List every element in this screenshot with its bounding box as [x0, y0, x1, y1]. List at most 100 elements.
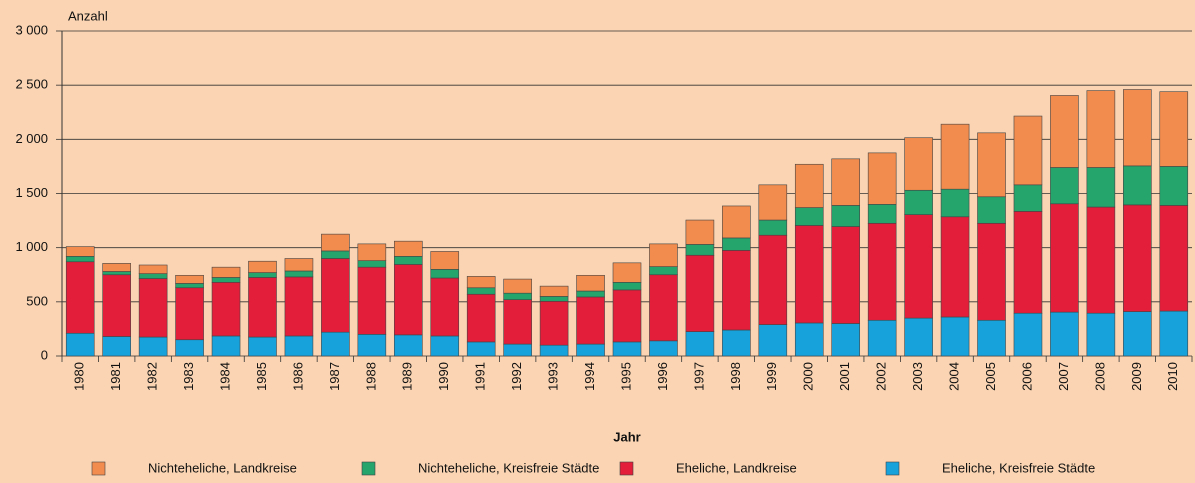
- x-tick-label: 1990: [436, 362, 451, 391]
- bar-segment: [175, 274, 204, 284]
- bar-segment: [867, 222, 897, 321]
- bar-segment: [284, 258, 314, 272]
- bar-segment: [430, 335, 460, 357]
- bar-segment: [794, 163, 824, 208]
- bar-segment: [649, 243, 678, 267]
- bar-segment: [430, 269, 460, 279]
- x-tick-label: 1995: [618, 362, 633, 391]
- bar-segment: [248, 277, 277, 338]
- bar-segment: [1050, 95, 1079, 168]
- x-tick-label: 2004: [947, 362, 962, 391]
- x-tick-label: 2001: [837, 362, 852, 391]
- bar-segment: [904, 317, 933, 357]
- x-tick-label: 1989: [400, 362, 415, 391]
- bar-segment: [211, 282, 241, 337]
- bar-segment: [576, 274, 605, 292]
- bar-segment: [867, 319, 897, 357]
- x-tick-label: 1984: [217, 362, 232, 391]
- x-tick-label: 1997: [691, 362, 706, 391]
- bar-segment: [1013, 211, 1043, 314]
- bar-segment: [1159, 166, 1189, 206]
- x-tick-label: 2005: [983, 362, 998, 391]
- bar-segment: [357, 334, 387, 357]
- bar-segment: [138, 278, 168, 338]
- x-tick-label: 2009: [1129, 362, 1144, 391]
- bar-segment: [284, 276, 314, 337]
- bar-segment: [1123, 89, 1152, 167]
- bar-segment: [539, 344, 569, 357]
- bar-segment: [211, 266, 241, 278]
- bar-segment: [466, 341, 496, 357]
- bar-segment: [102, 274, 131, 337]
- bar-segment: [175, 339, 204, 357]
- bar-segment: [102, 271, 131, 276]
- bar-segment: [466, 276, 496, 289]
- bar-segment: [940, 188, 970, 218]
- bar-segment: [831, 323, 861, 357]
- legend-swatch: [619, 461, 634, 476]
- bar-segment: [1086, 206, 1116, 314]
- bar-segment: [831, 226, 861, 324]
- y-tick-label: 1 000: [15, 239, 48, 254]
- x-tick-label: 2007: [1056, 362, 1071, 391]
- bar-segment: [649, 274, 678, 342]
- x-tick-label: 1987: [327, 362, 342, 391]
- bar-segment: [977, 222, 1006, 321]
- bar-segment: [1123, 165, 1152, 206]
- legend-label: Nichteheliche, Kreisfreie Städte: [418, 460, 599, 475]
- bar-segment: [940, 216, 970, 318]
- bar-segment: [649, 266, 678, 276]
- bar-segment: [539, 300, 569, 346]
- bar-segment: [430, 251, 460, 270]
- bar-segment: [138, 264, 168, 274]
- bar-segment: [102, 336, 131, 357]
- bar-segment: [867, 204, 897, 224]
- bar-segment: [1013, 312, 1043, 357]
- bar-segment: [977, 132, 1006, 198]
- x-tick-label: 1988: [363, 362, 378, 391]
- x-tick-label: 2000: [801, 362, 816, 391]
- bar-segment: [1086, 312, 1116, 357]
- bar-segment: [393, 240, 423, 257]
- bar-segment: [1159, 91, 1189, 167]
- bar-segment: [393, 256, 423, 265]
- y-tick-label: 0: [41, 347, 48, 362]
- legend-swatch: [361, 461, 376, 476]
- x-tick-label: 1996: [655, 362, 670, 391]
- bar-segment: [175, 283, 204, 289]
- bar-segment: [758, 324, 788, 357]
- bar-segment: [539, 285, 569, 297]
- bar-segment: [138, 273, 168, 279]
- bar-segment: [977, 319, 1006, 357]
- y-axis-label: Anzahl: [68, 8, 108, 23]
- bar-segment: [904, 137, 933, 191]
- bar-segment: [393, 264, 423, 336]
- bar-segment: [612, 289, 642, 343]
- bar-segment: [576, 290, 605, 298]
- bar-segment: [321, 258, 350, 333]
- bar-segment: [758, 234, 788, 325]
- bar-segment: [612, 262, 642, 283]
- bar-segment: [904, 214, 933, 319]
- bar-segment: [466, 287, 496, 295]
- bar-segment: [977, 196, 1006, 224]
- bar-segment: [65, 246, 95, 257]
- bar-segment: [685, 254, 715, 332]
- bar-segment: [612, 282, 642, 291]
- bar-segment: [1086, 167, 1116, 208]
- bar-segment: [1050, 167, 1079, 205]
- bar-segment: [65, 261, 95, 334]
- bar-segment: [393, 334, 423, 357]
- bar-segment: [904, 189, 933, 215]
- bar-segment: [576, 296, 605, 345]
- bar-segment: [211, 277, 241, 283]
- x-tick-label: 1983: [181, 362, 196, 391]
- x-tick-label: 1986: [290, 362, 305, 391]
- legend-label: Nichteheliche, Landkreise: [148, 460, 297, 475]
- bar-segment: [175, 287, 204, 341]
- x-tick-label: 2010: [1165, 362, 1180, 391]
- bar-segment: [867, 152, 897, 205]
- bar-segment: [1086, 90, 1116, 168]
- x-tick-label: 1991: [473, 362, 488, 391]
